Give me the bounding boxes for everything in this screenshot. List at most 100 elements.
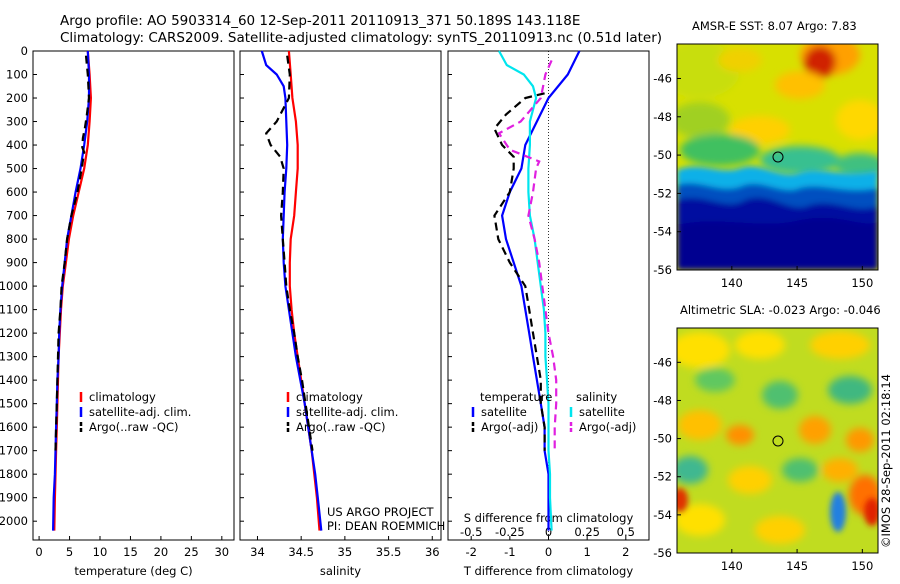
series-line-salinity_profile-satellite xyxy=(260,50,323,531)
series-line-difference_profile-t_satellite xyxy=(500,50,581,531)
y-tick-label: 700 xyxy=(6,209,28,223)
sla-map-title: Altimetric SLA: -0.023 Argo: -0.046 xyxy=(680,303,881,317)
x-tick-label: 0 xyxy=(35,545,42,559)
y-tick-label: 2000 xyxy=(0,514,28,528)
map-y-tick-label: -52 xyxy=(653,186,672,200)
s-tick-label: 0.25 xyxy=(574,525,600,539)
series-line-temperature_profile-argo xyxy=(54,55,91,451)
y-tick-label: 100 xyxy=(6,68,28,82)
s-tick-label: -0.25 xyxy=(495,525,525,539)
map-x-tick-label: 145 xyxy=(786,559,808,573)
map-x-tick-label: 140 xyxy=(721,559,743,573)
salinity-profile-panel: 34 34.5 35 35.5 36 salinity climatologysatelli… xyxy=(239,50,442,578)
x-tick-label: 25 xyxy=(184,545,199,559)
x-tick-label: -1 xyxy=(504,545,515,559)
x-tick-label: 1 xyxy=(583,545,590,559)
map-y-tick-label: -48 xyxy=(653,393,672,407)
series-line-salinity_profile-climatology xyxy=(287,50,321,531)
sla-argo-marker xyxy=(772,435,784,447)
x-tick-label: 2 xyxy=(622,545,629,559)
sst-map-image xyxy=(677,44,878,270)
y-tick-label: 300 xyxy=(6,115,28,129)
project-label: US ARGO PROJECT xyxy=(327,505,435,519)
y-tick-label: 200 xyxy=(6,91,28,105)
y-tick-label: 1200 xyxy=(0,326,28,340)
series-line-difference_profile-t_argo xyxy=(493,92,546,451)
header-title-line1: Argo profile: AO 5903314_60 12-Sep-2011 … xyxy=(60,13,580,29)
x-tick-label: 35.5 xyxy=(376,545,402,559)
sst-argo-marker xyxy=(772,151,784,163)
map-y-tick-label: -50 xyxy=(653,148,672,162)
legend-label: Argo(-adj) xyxy=(579,420,636,434)
s-tick-label: 0.5 xyxy=(617,525,635,539)
legend-title-temperature: temperature xyxy=(480,390,552,404)
x-tick-label: 5 xyxy=(66,545,73,559)
header-title-line2: Climatology: CARS2009. Satellite-adjuste… xyxy=(60,30,662,46)
sst-map-axes: 140 145 150 -46 -48 -50 -52 -54 -56 xyxy=(653,71,873,290)
x-axis-label: T difference from climatology xyxy=(463,564,634,578)
x-tick-label: 34.5 xyxy=(288,545,314,559)
difference-profile-panel: -2 -1 0 1 2 T difference from climatology -0.5… xyxy=(447,50,650,578)
legend-label: satellite xyxy=(579,405,625,419)
series-line-salinity_profile-argo xyxy=(264,55,314,451)
y-tick-label: 1400 xyxy=(0,373,28,387)
legend-label: climatology xyxy=(296,390,363,404)
y-tick-label: 1800 xyxy=(0,467,28,481)
map-x-tick-label: 140 xyxy=(721,276,743,290)
series-line-difference_profile-s_satellite xyxy=(498,50,553,531)
y-tick-label: 1700 xyxy=(0,444,28,458)
y-tick-label: 1300 xyxy=(0,350,28,364)
pi-label: PI: DEAN ROEMMICH xyxy=(327,519,445,533)
y-tick-label: 600 xyxy=(6,185,28,199)
map-x-tick-label: 150 xyxy=(851,559,873,573)
y-tick-label: 400 xyxy=(6,138,28,152)
plot-frame-temperature_profile xyxy=(32,50,235,541)
legend-title-salinity: salinity xyxy=(576,390,617,404)
map-y-tick-label: -50 xyxy=(653,432,672,446)
y-tick-label: 500 xyxy=(6,162,28,176)
map-x-tick-label: 150 xyxy=(851,276,873,290)
x-tick-label: 15 xyxy=(123,545,138,559)
legend-label: Argo(..raw -QC) xyxy=(296,420,386,434)
map-y-tick-label: -54 xyxy=(653,225,672,239)
series-line-temperature_profile-satellite xyxy=(52,50,91,531)
plot-frame-salinity_profile xyxy=(239,50,442,541)
y-tick-label: 1500 xyxy=(0,397,28,411)
x-tick-label: 10 xyxy=(93,545,108,559)
temperature-profile-panel: 0100200300400500600700800900100011001200… xyxy=(0,44,235,578)
x-axis-label: temperature (deg C) xyxy=(74,564,192,578)
x-tick-label: -2 xyxy=(465,545,476,559)
map-y-tick-label: -52 xyxy=(653,470,672,484)
legend-label: Argo(..raw -QC) xyxy=(89,420,179,434)
map-y-tick-label: -54 xyxy=(653,508,672,522)
map-y-tick-label: -48 xyxy=(653,110,672,124)
sla-map-axes: 140 145 150 -46 -48 -50 -52 -54 -56 xyxy=(653,355,873,573)
map-x-tick-label: 145 xyxy=(786,276,808,290)
map-y-tick-label: -56 xyxy=(653,546,672,560)
y-tick-label: 900 xyxy=(6,256,28,270)
legend-label: satellite xyxy=(481,405,527,419)
x-tick-label: 34 xyxy=(250,545,265,559)
legend-label: climatology xyxy=(89,390,156,404)
legend-label: satellite-adj. clim. xyxy=(89,405,191,419)
x-tick-label: 30 xyxy=(214,545,229,559)
y-tick-label: 0 xyxy=(21,44,28,58)
sst-map-title: AMSR-E SST: 8.07 Argo: 7.83 xyxy=(692,19,857,33)
imos-timestamp: ©IMOS 28-Sep-2011 02:18:14 xyxy=(879,374,893,548)
y-tick-label: 800 xyxy=(6,232,28,246)
s-tick-label: -0.5 xyxy=(460,525,482,539)
x-tick-label: 36 xyxy=(425,545,440,559)
legend-label: Argo(-adj) xyxy=(481,420,538,434)
x-axis-label: salinity xyxy=(320,564,361,578)
x-tick-label: 20 xyxy=(154,545,169,559)
map-y-tick-label: -46 xyxy=(653,355,672,369)
map-y-tick-label: -46 xyxy=(653,71,672,85)
map-y-tick-label: -56 xyxy=(653,263,672,277)
y-tick-label: 1900 xyxy=(0,491,28,505)
legend-label: satellite-adj. clim. xyxy=(296,405,398,419)
sla-map-image xyxy=(677,328,878,553)
x-tick-label: 0 xyxy=(545,545,552,559)
s-tick-label: 0 xyxy=(545,525,552,539)
y-tick-label: 1000 xyxy=(0,279,28,293)
